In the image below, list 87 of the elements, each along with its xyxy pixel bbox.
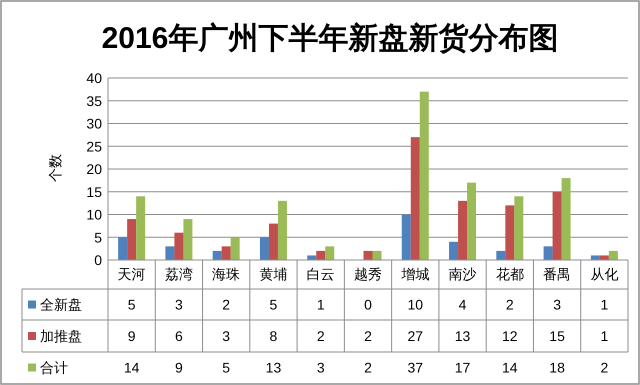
- data-label: 2: [506, 296, 514, 312]
- chart-title: 2016年广州下半年新盘新货分布图: [102, 21, 558, 55]
- data-label: 5: [270, 296, 278, 312]
- y-axis-title: 个数: [47, 154, 63, 182]
- data-label: 3: [553, 296, 562, 312]
- bar: [174, 232, 184, 260]
- bar: [222, 246, 231, 260]
- bar: [183, 219, 192, 260]
- bar: [402, 214, 411, 260]
- data-label: 27: [407, 328, 424, 344]
- bar: [364, 250, 372, 260]
- y-tick-label: 10: [86, 206, 102, 222]
- bar: [562, 178, 571, 260]
- data-label: 13: [454, 328, 471, 344]
- bar: [268, 224, 278, 260]
- data-label: 37: [407, 360, 424, 376]
- bar: [165, 246, 174, 260]
- y-tick-label: 20: [86, 161, 102, 177]
- bar: [458, 200, 468, 260]
- bar: [127, 219, 136, 260]
- data-label: 1: [600, 296, 608, 312]
- legend-label: 全新盘: [40, 296, 82, 312]
- y-tick-label: 40: [86, 70, 102, 86]
- bar: [230, 237, 240, 260]
- x-tick-label: 番禺: [543, 266, 572, 282]
- y-tick-label: 25: [86, 138, 102, 154]
- data-label: 2: [222, 296, 230, 312]
- y-tick-label: 30: [86, 116, 102, 132]
- x-tick-label: 黄埔: [259, 266, 288, 282]
- bar: [136, 196, 146, 260]
- bar: [420, 92, 429, 260]
- data-label: 12: [502, 328, 518, 344]
- data-label: 2: [316, 328, 325, 344]
- data-label: 3: [175, 296, 184, 312]
- data-label: 9: [175, 360, 184, 376]
- x-tick-label: 越秀: [354, 266, 382, 282]
- data-label: 4: [458, 296, 467, 312]
- data-label: 17: [454, 360, 471, 376]
- bar: [278, 200, 287, 260]
- x-tick-label: 增城: [400, 266, 430, 282]
- data-label: 18: [549, 360, 566, 376]
- data-label: 13: [266, 360, 282, 376]
- x-tick-label: 白云: [306, 266, 335, 282]
- data-label: 14: [124, 360, 140, 376]
- x-tick-label: 海珠: [212, 266, 240, 282]
- x-tick-label: 花都: [496, 266, 524, 282]
- y-tick-label: 0: [94, 252, 102, 268]
- bar: [260, 237, 269, 260]
- data-label: 1: [316, 296, 325, 312]
- data-label: 2: [364, 360, 372, 376]
- data-label: 2: [364, 328, 372, 344]
- data-label: 15: [549, 328, 566, 344]
- y-tick-label: 35: [86, 92, 102, 109]
- bar: [212, 250, 222, 260]
- data-label: 2: [600, 360, 608, 376]
- data-label: 0: [364, 296, 372, 312]
- bar: [552, 192, 562, 260]
- data-label: 8: [270, 328, 278, 344]
- bar: [467, 182, 476, 260]
- data-label: 6: [175, 328, 184, 344]
- x-tick-label: 南沙: [448, 266, 477, 282]
- bar: [514, 196, 524, 260]
- legend-label: 合计: [40, 360, 68, 376]
- bar: [505, 205, 514, 260]
- data-label: 10: [407, 296, 424, 312]
- data-label: 3: [316, 360, 325, 376]
- y-tick-label: 15: [86, 184, 102, 200]
- x-tick-label: 天河: [118, 266, 146, 282]
- y-tick-label: 5: [94, 229, 102, 246]
- bar: [325, 246, 334, 260]
- x-tick-label: 从化: [590, 266, 618, 282]
- data-label: 14: [502, 360, 518, 376]
- data-label: 9: [128, 328, 136, 344]
- bar: [608, 250, 618, 260]
- bar: [372, 250, 382, 260]
- data-label: 3: [222, 328, 230, 344]
- bar: [410, 137, 420, 260]
- bar: [316, 250, 326, 260]
- x-tick-label: 荔湾: [164, 266, 193, 282]
- bar: [118, 237, 128, 260]
- legend-label: 加推盘: [40, 328, 82, 344]
- data-label: 5: [128, 296, 136, 312]
- data-label: 1: [600, 328, 608, 344]
- bar: [449, 242, 458, 260]
- data-label: 5: [222, 360, 230, 376]
- bar: [496, 250, 506, 260]
- bar: [544, 246, 553, 260]
